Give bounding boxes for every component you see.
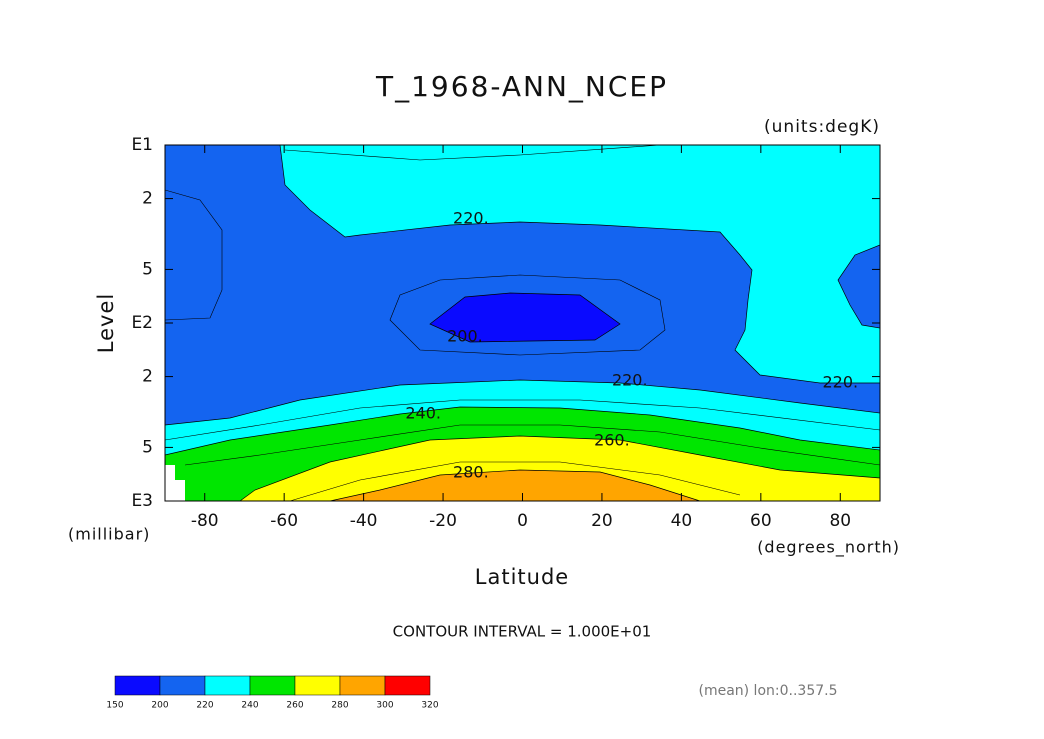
x-tick-label: 60 bbox=[750, 511, 772, 531]
footer: (mean) lon:0..357.5 bbox=[698, 683, 837, 699]
contour-line bbox=[389, 274, 666, 356]
contour-line bbox=[289, 461, 741, 502]
x-tick-label: -60 bbox=[270, 511, 298, 531]
y-axis-label: Level bbox=[94, 293, 118, 353]
y-tick-label: E1 bbox=[131, 135, 153, 155]
y-tick-label: E3 bbox=[131, 491, 153, 511]
x-tick-label: -40 bbox=[350, 511, 378, 531]
contour-line bbox=[164, 399, 881, 441]
contour-region bbox=[329, 469, 701, 502]
colorbar-box bbox=[384, 675, 431, 696]
y-tick-label: 2 bbox=[142, 189, 153, 209]
contour-line bbox=[164, 189, 223, 321]
units: (units:degK) bbox=[764, 117, 880, 137]
contour-line bbox=[284, 144, 661, 161]
colorbar-box bbox=[339, 675, 386, 696]
x-tick-label: -80 bbox=[191, 511, 219, 531]
x-tick-label: 80 bbox=[829, 511, 851, 531]
x-tick-label: 0 bbox=[517, 511, 528, 531]
plot-area bbox=[164, 144, 881, 502]
missing-data bbox=[165, 465, 185, 501]
y-tick-label: 2 bbox=[142, 367, 153, 387]
x-units: (degrees_north) bbox=[757, 538, 900, 558]
y-tick-label: E2 bbox=[131, 313, 153, 333]
contour-label: 240. bbox=[405, 403, 441, 422]
x-tick-label: 20 bbox=[591, 511, 613, 531]
contour-label: 220. bbox=[453, 208, 489, 227]
colorbar-box bbox=[159, 675, 206, 696]
colorbar-label: 280 bbox=[331, 701, 348, 711]
contour-label: 280. bbox=[453, 463, 489, 482]
contour-line bbox=[184, 424, 881, 466]
colorbar-label: 200 bbox=[151, 701, 168, 711]
colorbar-label: 220 bbox=[196, 701, 213, 711]
note: CONTOUR INTERVAL = 1.000E+01 bbox=[393, 623, 652, 641]
contour-label: 200. bbox=[447, 327, 483, 346]
colorbar-label: 320 bbox=[421, 701, 438, 711]
colorbar-box bbox=[249, 675, 296, 696]
x-axis-label: Latitude bbox=[475, 565, 569, 589]
y-tick-label: 5 bbox=[142, 437, 153, 457]
contour-region bbox=[429, 292, 621, 343]
colorbar-label: 260 bbox=[286, 701, 303, 711]
contour-label: 260. bbox=[594, 430, 630, 449]
colorbar-label: 150 bbox=[106, 701, 123, 711]
chart-title: T_1968-ANN_NCEP bbox=[375, 70, 668, 103]
x-tick-label: 40 bbox=[671, 511, 693, 531]
colorbar-label: 240 bbox=[241, 701, 258, 711]
y-tick-label: 5 bbox=[142, 259, 153, 279]
colorbar-box bbox=[204, 675, 251, 696]
colorbar-box bbox=[294, 675, 341, 696]
y-units: (millibar) bbox=[68, 525, 150, 544]
contour-region bbox=[279, 144, 881, 384]
x-tick-label: -20 bbox=[429, 511, 457, 531]
colorbar-box bbox=[114, 675, 161, 696]
contour-label: 220. bbox=[612, 371, 648, 390]
colorbar-label: 300 bbox=[376, 701, 393, 711]
contour-label: 220. bbox=[822, 373, 858, 392]
